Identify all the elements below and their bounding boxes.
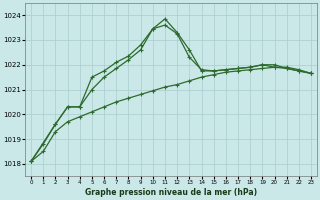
X-axis label: Graphe pression niveau de la mer (hPa): Graphe pression niveau de la mer (hPa) [85,188,257,197]
